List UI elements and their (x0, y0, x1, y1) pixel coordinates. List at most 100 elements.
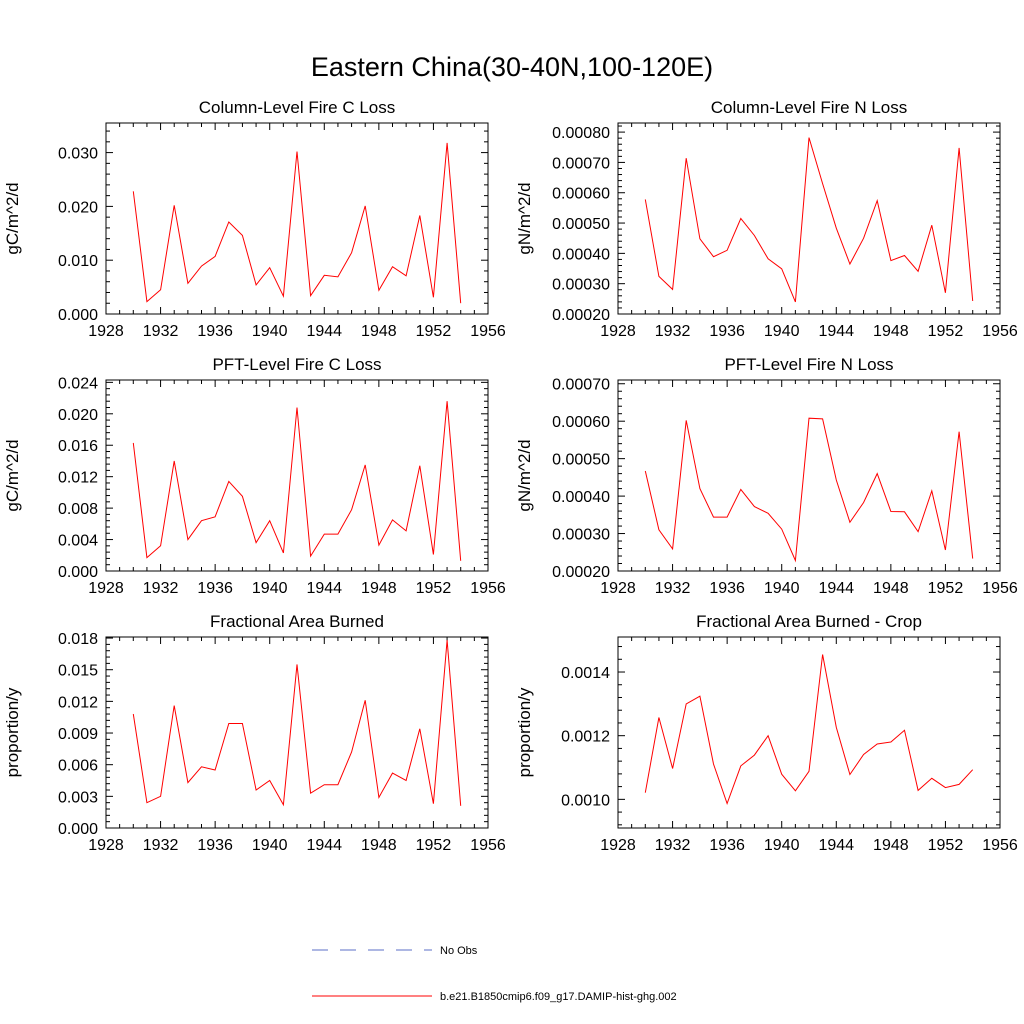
x-tick-label: 1928 (600, 323, 636, 340)
y-tick-label: 0.00050 (552, 452, 610, 469)
y-tick-label: 0.00020 (552, 307, 610, 324)
panel-1: 1928 1932 1936 1940 1944 1948 1952 1956 0.000 0.0… (3, 98, 506, 340)
y-tick-label: 0.00040 (552, 489, 610, 506)
x-tick-label: 1928 (88, 837, 124, 854)
x-tick-label: 1952 (416, 323, 452, 340)
x-tick-label: 1932 (143, 323, 179, 340)
x-tick-label: 1928 (88, 323, 124, 340)
x-tick-label: 1928 (600, 837, 636, 854)
x-tick-label: 1956 (470, 837, 506, 854)
x-tick-label: 1932 (143, 837, 179, 854)
y-axis-label: gN/m^2/d (515, 182, 534, 254)
x-tick-label: 1948 (873, 580, 909, 597)
series-line (132, 142, 462, 304)
x-tick-label: 1932 (655, 837, 691, 854)
y-axis-label: proportion/y (515, 687, 534, 777)
x-tick-label: 1936 (197, 580, 233, 597)
y-tick-label: 0.000 (58, 821, 98, 838)
x-tick-label: 1944 (306, 837, 342, 854)
x-tick-label: 1956 (470, 580, 506, 597)
y-tick-label: 0.004 (58, 533, 98, 550)
panel-3: 1928 1932 1936 1940 1944 1948 1952 1956 0.000 0.0… (3, 355, 506, 597)
x-tick-label: 1948 (361, 580, 397, 597)
y-axis-label: gC/m^2/d (3, 439, 22, 511)
x-tick-label: 1952 (928, 837, 964, 854)
y-tick-label: 0.030 (58, 146, 98, 163)
x-tick-label: 1940 (252, 837, 288, 854)
y-axis-label: gN/m^2/d (515, 439, 534, 511)
series-line (644, 137, 974, 303)
x-tick-label: 1932 (655, 323, 691, 340)
x-tick-label: 1948 (873, 323, 909, 340)
y-tick-label: 0.00080 (552, 125, 610, 142)
y-axis-label: gC/m^2/d (3, 182, 22, 254)
y-tick-label: 0.018 (58, 631, 98, 648)
x-tick-label: 1952 (416, 837, 452, 854)
legend-label-model: b.e21.B1850cmip6.f09_g17.DAMIP-hist-ghg.… (440, 991, 677, 1003)
y-tick-label: 0.020 (58, 407, 98, 424)
y-tick-label: 0.00040 (552, 246, 610, 263)
x-tick-label: 1956 (470, 323, 506, 340)
y-tick-label: 0.0010 (561, 792, 610, 809)
x-tick-label: 1936 (709, 837, 745, 854)
y-tick-label: 0.015 (58, 663, 98, 680)
x-tick-label: 1952 (928, 580, 964, 597)
panel-title: Column-Level Fire C Loss (199, 98, 396, 117)
panel-grid: 1928 1932 1936 1940 1944 1948 1952 1956 0.000 0.0… (3, 98, 1018, 854)
y-tick-label: 0.00030 (552, 527, 610, 544)
y-tick-label: 0.0012 (561, 729, 610, 746)
y-tick-label: 0.00020 (552, 564, 610, 581)
y-tick-label: 0.009 (58, 726, 98, 743)
x-tick-label: 1928 (600, 580, 636, 597)
x-tick-label: 1944 (818, 323, 854, 340)
panel-6: 1928 1932 1936 1940 1944 1948 1952 1956 0.0010 0.… (515, 612, 1018, 854)
y-tick-label: 0.003 (58, 789, 98, 806)
series-line (644, 417, 974, 563)
series-line (644, 654, 974, 805)
panel-title: PFT-Level Fire C Loss (212, 355, 381, 374)
panel-2: 1928 1932 1936 1940 1944 1948 1952 1956 0.00020 0… (515, 98, 1018, 340)
y-tick-label: 0.00060 (552, 186, 610, 203)
x-tick-label: 1936 (709, 323, 745, 340)
y-tick-label: 0.012 (58, 470, 98, 487)
y-tick-label: 0.000 (58, 564, 98, 581)
x-tick-label: 1940 (764, 580, 800, 597)
series-line (132, 401, 462, 561)
y-tick-label: 0.00070 (552, 377, 610, 394)
y-tick-label: 0.00030 (552, 277, 610, 294)
panel-title: PFT-Level Fire N Loss (724, 355, 893, 374)
y-tick-label: 0.0014 (561, 665, 610, 682)
panel-title: Fractional Area Burned (210, 612, 384, 631)
x-tick-label: 1956 (982, 837, 1018, 854)
y-tick-label: 0.00050 (552, 216, 610, 233)
x-tick-label: 1944 (818, 580, 854, 597)
y-tick-label: 0.016 (58, 438, 98, 455)
panel-5: 1928 1932 1936 1940 1944 1948 1952 1956 0.000 0.0… (3, 612, 506, 854)
y-axis-label: proportion/y (3, 687, 22, 777)
y-tick-label: 0.00060 (552, 414, 610, 431)
panel-4: 1928 1932 1936 1940 1944 1948 1952 1956 0.00020 0… (515, 355, 1018, 597)
y-tick-label: 0.000 (58, 307, 98, 324)
x-tick-label: 1948 (361, 837, 397, 854)
series-line (132, 640, 462, 807)
panel-title: Column-Level Fire N Loss (711, 98, 908, 117)
x-tick-label: 1948 (873, 837, 909, 854)
x-tick-label: 1940 (764, 323, 800, 340)
x-tick-label: 1944 (818, 837, 854, 854)
legend: No Obs b.e21.B1850cmip6.f09_g17.DAMIP-hi… (312, 945, 677, 1003)
y-tick-label: 0.008 (58, 501, 98, 518)
x-tick-label: 1940 (252, 580, 288, 597)
x-tick-label: 1956 (982, 323, 1018, 340)
y-tick-label: 0.020 (58, 199, 98, 216)
x-tick-label: 1952 (416, 580, 452, 597)
x-tick-label: 1932 (655, 580, 691, 597)
x-tick-label: 1928 (88, 580, 124, 597)
y-tick-label: 0.012 (58, 694, 98, 711)
x-tick-label: 1936 (197, 837, 233, 854)
y-tick-label: 0.00070 (552, 155, 610, 172)
y-tick-label: 0.024 (58, 375, 98, 392)
figure-title: Eastern China(30-40N,100-120E) (311, 52, 713, 82)
y-tick-label: 0.010 (58, 253, 98, 270)
